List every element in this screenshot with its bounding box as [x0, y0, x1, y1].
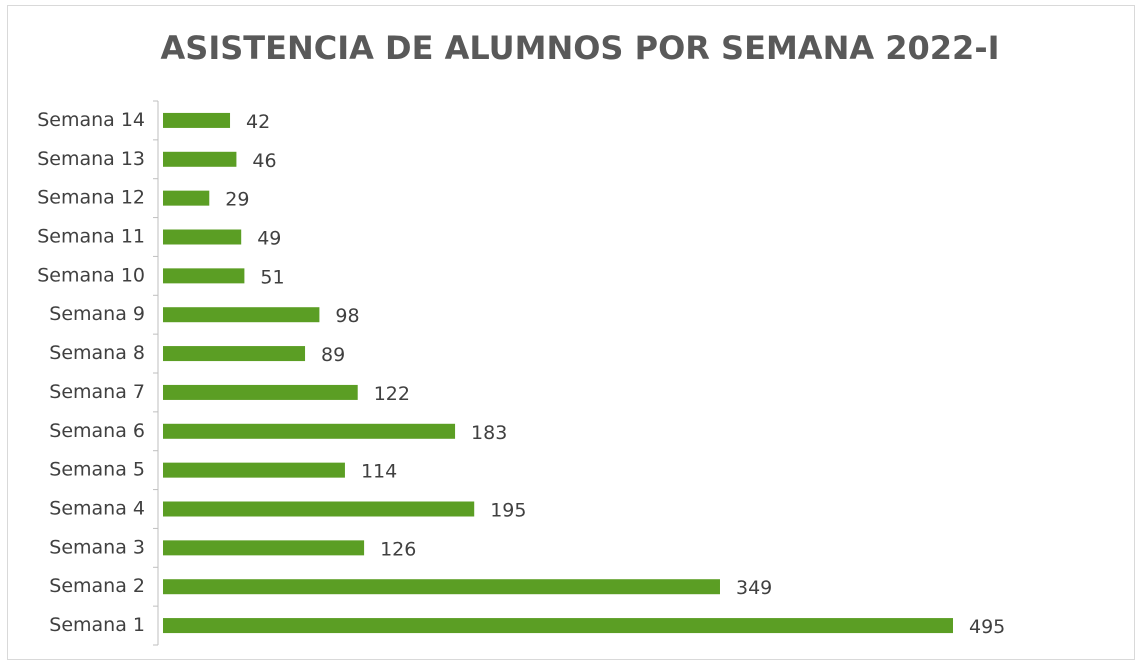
data-label: 122 [374, 383, 410, 405]
bar [163, 618, 953, 634]
bar [163, 112, 231, 128]
data-label: 46 [252, 150, 276, 172]
bar [163, 501, 475, 517]
category-label: Semana 1 [49, 614, 145, 636]
bar [163, 346, 306, 362]
category-label: Semana 6 [49, 420, 145, 442]
category-label: Semana 9 [49, 303, 145, 325]
data-label: 195 [490, 500, 526, 522]
bar [163, 151, 237, 167]
category-label: Semana 5 [49, 459, 145, 481]
data-label: 349 [736, 577, 772, 599]
data-label: 183 [471, 422, 507, 444]
category-label: Semana 10 [37, 264, 145, 286]
data-label: 98 [335, 305, 359, 327]
category-label: Semana 8 [49, 342, 145, 364]
category-label: Semana 2 [49, 575, 145, 597]
data-label: 114 [361, 461, 397, 483]
bar [163, 579, 720, 595]
data-label: 126 [380, 538, 416, 560]
category-label: Semana 4 [49, 498, 145, 520]
bar [163, 462, 345, 478]
category-label: Semana 12 [37, 187, 145, 209]
bar [163, 190, 210, 206]
chart-title: ASISTENCIA DE ALUMNOS POR SEMANA 2022-I [161, 29, 1000, 67]
bar [163, 268, 245, 284]
category-label: Semana 3 [49, 536, 145, 558]
category-label: Semana 11 [37, 226, 145, 248]
chart-border [7, 5, 1135, 660]
category-label: Semana 7 [49, 381, 145, 403]
data-label: 29 [225, 189, 249, 211]
data-label: 495 [969, 616, 1005, 638]
data-label: 51 [260, 266, 284, 288]
bar [163, 540, 365, 556]
bar [163, 384, 358, 400]
data-label: 49 [257, 228, 281, 250]
data-label: 89 [321, 344, 345, 366]
data-label: 42 [246, 111, 270, 133]
bar [163, 229, 242, 245]
bar [163, 307, 320, 323]
bar [163, 423, 456, 439]
category-label: Semana 13 [37, 148, 145, 170]
category-label: Semana 14 [37, 109, 145, 131]
